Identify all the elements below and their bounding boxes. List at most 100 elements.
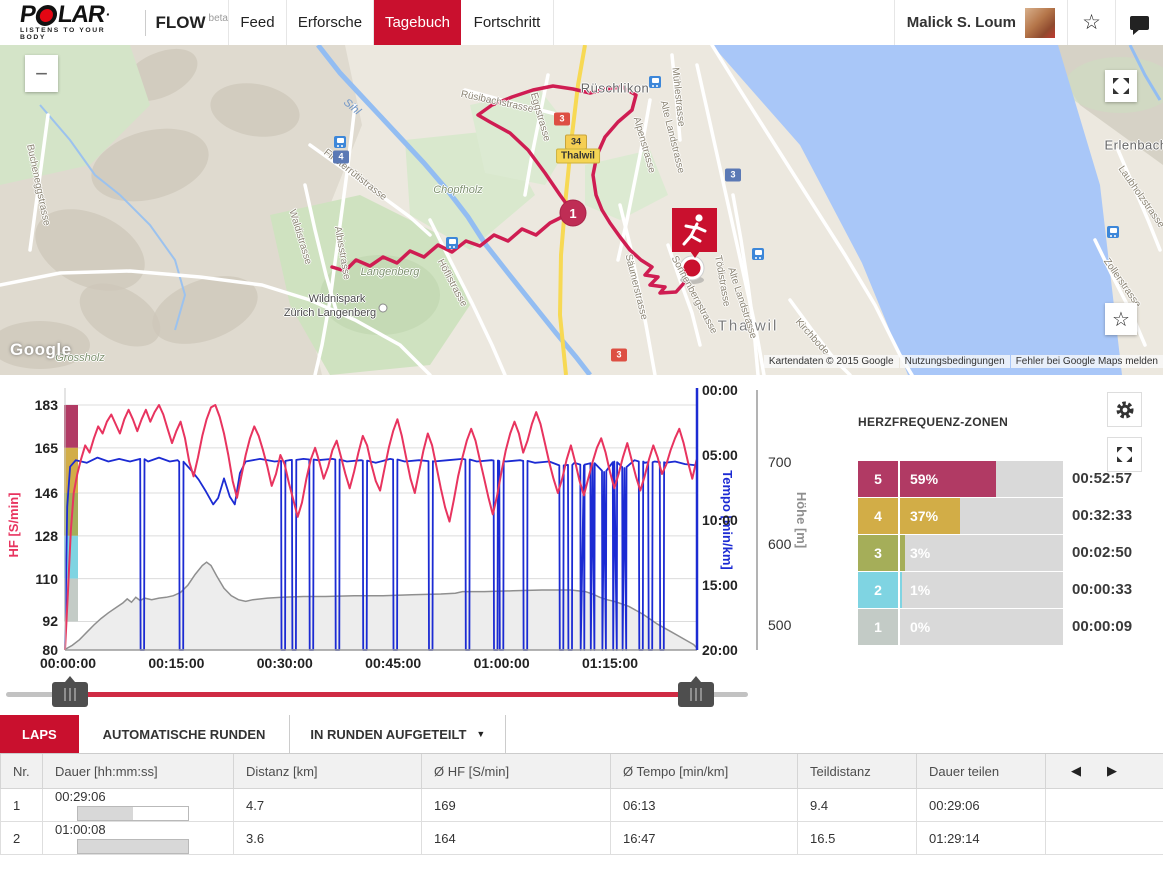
nav-tabs: Feed Erforsche Tagebuch Fortschritt: [229, 0, 554, 45]
x-tick: 01:00:00: [473, 655, 530, 671]
lap-dauer-teilen: 00:29:06: [916, 788, 1046, 822]
zone-bar: 37%: [900, 498, 1063, 534]
tempo-tick: 15:00: [702, 577, 738, 593]
expand-arrows-icon: [1113, 78, 1129, 94]
chart-canvas[interactable]: [0, 375, 1163, 715]
lap-distanz: 4.7: [233, 788, 422, 822]
x-tick: 00:45:00: [365, 655, 422, 671]
slider-selected-range[interactable]: [70, 692, 696, 697]
zone-bar-fill: [900, 461, 997, 497]
lap-empty-cell: [1045, 788, 1163, 822]
zone-percent: 1%: [910, 582, 931, 598]
gear-icon: [1116, 401, 1133, 418]
lap-tempo: 06:13: [610, 788, 798, 822]
attribution-link[interactable]: Fehler bei Google Maps melden: [1010, 355, 1163, 368]
zone-strip: [64, 447, 78, 494]
x-tick: 01:15:00: [581, 655, 639, 671]
lap-duration-bar-fill: [78, 839, 188, 853]
column-header[interactable]: Ø HF [S/min]: [421, 754, 611, 789]
user-menu[interactable]: Malick S. Loum: [893, 0, 1067, 45]
column-header[interactable]: Ø Tempo [min/km]: [610, 754, 798, 789]
pager-prev-button[interactable]: ◀: [1071, 763, 1081, 778]
pager-next-button[interactable]: ▶: [1107, 763, 1117, 778]
dropdown-label: IN RUNDEN AUFGETEILT: [310, 726, 467, 742]
route-map[interactable]: 1 Rüschlikon Thalwil Erlenbach Grossholz Cho…: [0, 45, 1163, 375]
lap-tempo: 16:47: [610, 821, 798, 855]
logo-text-p: P: [18, 1, 37, 28]
user-name: Malick S. Loum: [906, 14, 1016, 31]
messages-button[interactable]: [1115, 0, 1163, 45]
hr-zone-row: 3 3% 00:02:50: [858, 535, 1163, 571]
zone-percent: 59%: [910, 471, 939, 487]
zone-number: 4: [858, 498, 898, 534]
pager-cell: ◀ ▶: [1045, 754, 1163, 789]
hr-zone-row: 5 59% 00:52:57: [858, 461, 1163, 497]
lap-row[interactable]: 2 01:00:08 3.6 164 16:47 16.5 01:29:14: [0, 821, 1163, 855]
map-zoom-out-button[interactable]: −: [25, 55, 58, 92]
zone-percent: 37%: [910, 508, 939, 524]
slider-handle-left[interactable]: [52, 676, 88, 707]
column-header[interactable]: Nr.: [0, 754, 43, 789]
brand-block[interactable]: P LAR ▪ LISTENS TO YOUR BODY FLOW beta: [0, 0, 229, 45]
zone-strip: [64, 535, 78, 579]
hf-tick: 146: [34, 485, 58, 501]
zone-time: 00:52:57: [1072, 470, 1133, 487]
column-header[interactable]: Dauer teilen: [916, 754, 1046, 789]
lap-duration-bar: [77, 805, 189, 821]
time-range-slider: [0, 676, 756, 710]
zone-time: 00:00:09: [1072, 618, 1133, 635]
zone-bar-fill: [900, 535, 905, 571]
nav-right: Malick S. Loum ☆: [893, 0, 1163, 45]
top-nav: P LAR ▪ LISTENS TO YOUR BODY FLOW beta Fee…: [0, 0, 1163, 46]
product-name: FLOW: [155, 12, 206, 32]
lap-teildistanz: 16.5: [797, 821, 917, 855]
trademark-dot: ▪: [105, 10, 109, 19]
current-position-marker: [683, 259, 701, 277]
nav-tab-feed[interactable]: Feed: [229, 0, 287, 45]
map-favorite-button[interactable]: ☆: [1105, 303, 1137, 335]
zone-time: 00:32:33: [1072, 507, 1133, 524]
nav-tab-erforsche[interactable]: Erforsche: [287, 0, 374, 45]
polar-o-icon: [34, 4, 59, 26]
favorites-button[interactable]: ☆: [1067, 0, 1115, 45]
hr-zone-row: 4 37% 00:32:33: [858, 498, 1163, 534]
slider-handle-right[interactable]: [678, 676, 714, 707]
nav-tab-tagebuch[interactable]: Tagebuch: [374, 0, 461, 45]
map-fullscreen-button[interactable]: [1105, 70, 1137, 102]
hf-tick: 92: [42, 613, 58, 630]
laps-tab-laps[interactable]: LAPS: [0, 715, 79, 753]
tempo-tick: 20:00: [702, 642, 738, 658]
laps-tab-automatische-runden[interactable]: AUTOMATISCHE RUNDEN: [79, 715, 291, 753]
attribution-link[interactable]: Nutzungsbedingungen: [899, 355, 1010, 368]
nav-tab-fortschritt[interactable]: Fortschritt: [461, 0, 554, 45]
star-icon: ☆: [1112, 308, 1130, 331]
laps-view-dropdown[interactable]: IN RUNDEN AUFGETEILT ▼: [290, 715, 507, 753]
polar-logo: P LAR ▪ LISTENS TO YOUR BODY: [18, 1, 133, 41]
chart-settings-button[interactable]: [1107, 392, 1142, 427]
lap-row[interactable]: 1 00:29:06 4.7 169 06:13 9.4 00:29:06: [0, 788, 1163, 822]
avatar: [1025, 7, 1055, 38]
gps-route-line: [330, 84, 694, 295]
map-canvas: 1: [0, 45, 1163, 375]
laps-panel: LAPS AUTOMATISCHE RUNDEN IN RUNDEN AUFGETE…: [0, 715, 1163, 871]
hr-zone-row: 2 1% 00:00:33: [858, 572, 1163, 608]
x-tick: 00:00:00: [39, 655, 97, 671]
chart-fullscreen-button[interactable]: [1107, 437, 1142, 472]
lap-hf: 169: [421, 788, 611, 822]
zone-number: 1: [858, 609, 898, 645]
lap-dauer: 01:00:08: [42, 821, 234, 855]
altitude-line: [64, 561, 698, 651]
lap-marker-1: [559, 199, 587, 227]
column-header[interactable]: Dauer [hh:mm:ss]: [42, 754, 234, 789]
google-logo: Google: [10, 340, 72, 359]
lap-empty-cell: [1045, 821, 1163, 855]
column-header[interactable]: Teildistanz: [797, 754, 917, 789]
chat-icon: [1130, 15, 1149, 35]
logo-text-lar: LAR: [56, 1, 107, 28]
tempo-tick: 05:00: [702, 447, 738, 463]
zone-number: 2: [858, 572, 898, 608]
lap-dauer: 00:29:06: [42, 788, 234, 822]
column-header[interactable]: Distanz [km]: [233, 754, 422, 789]
attribution-text: Kartendaten © 2015 Google: [763, 355, 899, 368]
lap-nr: 2: [0, 821, 43, 855]
